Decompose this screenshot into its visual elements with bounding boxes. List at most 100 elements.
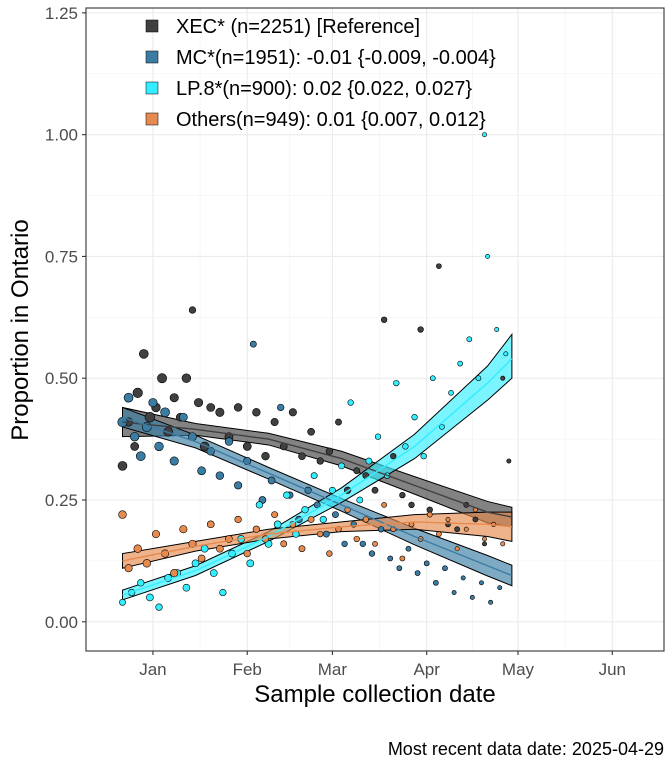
mc-data-point xyxy=(479,580,484,586)
others-data-point xyxy=(133,544,142,553)
fit-lines xyxy=(122,358,513,596)
legend-key-xec xyxy=(145,19,159,33)
mc-fit-line xyxy=(122,416,513,577)
xec-data-point xyxy=(242,442,252,451)
mc-data-point xyxy=(460,575,466,581)
lp8-data-point xyxy=(146,593,154,602)
x-tick-label: Apr xyxy=(413,660,440,679)
lp8-data-point xyxy=(429,375,436,382)
x-tick-label: Jun xyxy=(599,660,626,679)
mc-data-point xyxy=(277,403,285,412)
lp8-data-point xyxy=(485,253,491,259)
mc-data-point xyxy=(178,412,188,422)
lp8-data-point xyxy=(329,486,336,494)
mc-data-point xyxy=(313,501,321,509)
mc-data-point xyxy=(396,565,403,572)
xec-data-point xyxy=(188,306,197,314)
legend-label-xec: XEC* (n=2251) [Reference] xyxy=(176,16,420,38)
xec-data-point xyxy=(206,403,216,412)
y-tick-label: 0.50 xyxy=(45,369,78,388)
xec-data-point xyxy=(252,408,261,417)
lp8-data-point xyxy=(319,515,327,524)
xec-data-point xyxy=(316,457,324,465)
others-data-point xyxy=(280,540,288,548)
lp8-data-point xyxy=(503,351,509,357)
mc-data-point xyxy=(387,555,394,562)
others-fit-line xyxy=(122,521,512,562)
others-data-point xyxy=(445,517,451,522)
mc-data-point xyxy=(432,579,439,586)
others-data-point xyxy=(463,526,469,532)
mc-data-point xyxy=(135,451,146,461)
mc-data-point xyxy=(368,550,376,557)
xec-data-point xyxy=(353,467,361,475)
mc-data-point xyxy=(160,407,170,418)
others-data-point xyxy=(326,550,333,557)
y-tick-label: 1.25 xyxy=(45,4,78,23)
mc-data-point xyxy=(169,456,179,466)
lp8-data-point xyxy=(365,457,373,465)
y-tick-label: 0.75 xyxy=(45,247,78,266)
mc-data-point xyxy=(497,585,503,591)
mc-data-point xyxy=(234,481,243,490)
lp8-data-point xyxy=(301,506,309,514)
others-data-point xyxy=(170,569,179,578)
lp8-data-point xyxy=(448,389,454,396)
xec-data-point xyxy=(399,491,406,499)
y-tick-label: 0.25 xyxy=(45,491,78,510)
legend-label-lp8: LP.8*(n=900): 0.02 {0.022, 0.027} xyxy=(176,78,472,100)
others-data-point xyxy=(197,554,206,563)
xec-data-point xyxy=(472,516,479,523)
xec-data-point xyxy=(307,427,315,436)
mc-data-point xyxy=(414,570,421,576)
xec-data-point xyxy=(408,501,415,509)
others-data-point xyxy=(243,549,251,558)
others-data-point xyxy=(372,540,378,547)
x-axis-title: Sample collection date xyxy=(254,681,495,708)
mc-data-point xyxy=(469,594,475,600)
x-tick-label: May xyxy=(502,660,535,679)
lp8-data-point xyxy=(283,491,291,499)
others-data-point xyxy=(454,546,460,552)
xec-data-point xyxy=(506,458,512,464)
lp8-data-point xyxy=(457,360,464,367)
xec-data-point xyxy=(181,373,192,383)
xec-data-point xyxy=(139,349,149,359)
mc-data-point xyxy=(451,590,457,595)
xec-data-point xyxy=(298,452,306,460)
lp8-data-point xyxy=(347,399,354,406)
xec-data-point xyxy=(194,398,204,408)
lp8-data-point xyxy=(219,588,227,597)
xec-data-point xyxy=(482,541,487,547)
xec-data-point xyxy=(390,453,397,460)
others-data-point xyxy=(426,511,433,518)
others-data-point xyxy=(151,530,160,539)
lp8-confidence-band xyxy=(122,332,513,601)
xec-data-point xyxy=(371,486,379,494)
lp8-data-point xyxy=(338,462,345,470)
legend-key-lp8 xyxy=(145,81,159,95)
others-data-point xyxy=(362,516,370,523)
xec-data-point xyxy=(261,451,270,461)
lp8-data-point xyxy=(374,433,382,440)
xec-data-point xyxy=(169,393,179,403)
xec-data-point xyxy=(380,316,388,323)
mc-data-point xyxy=(148,398,158,408)
mc-data-point xyxy=(359,540,366,547)
mc-data-point xyxy=(123,392,134,403)
xec-data-point xyxy=(454,526,460,533)
lp8-fit-line xyxy=(122,358,513,596)
legend-label-mc: MC*(n=1951): -0.01 {-0.009, -0.004} xyxy=(176,47,496,69)
legend-key-mc xyxy=(145,50,159,64)
x-axis-ticks: Jan Feb Mar Apr May Jun xyxy=(139,651,626,679)
data-points xyxy=(117,132,512,611)
legend-label-others: Others(n=949): 0.01 {0.007, 0.012} xyxy=(176,109,486,131)
others-data-point xyxy=(482,536,487,542)
legend-key-others xyxy=(145,112,159,126)
lp8-data-point xyxy=(182,583,191,592)
xec-data-point xyxy=(426,506,433,513)
lp8-data-point xyxy=(155,603,163,611)
lp8-data-point xyxy=(356,496,364,504)
others-data-point xyxy=(179,525,188,534)
lp8-data-point xyxy=(482,132,487,138)
